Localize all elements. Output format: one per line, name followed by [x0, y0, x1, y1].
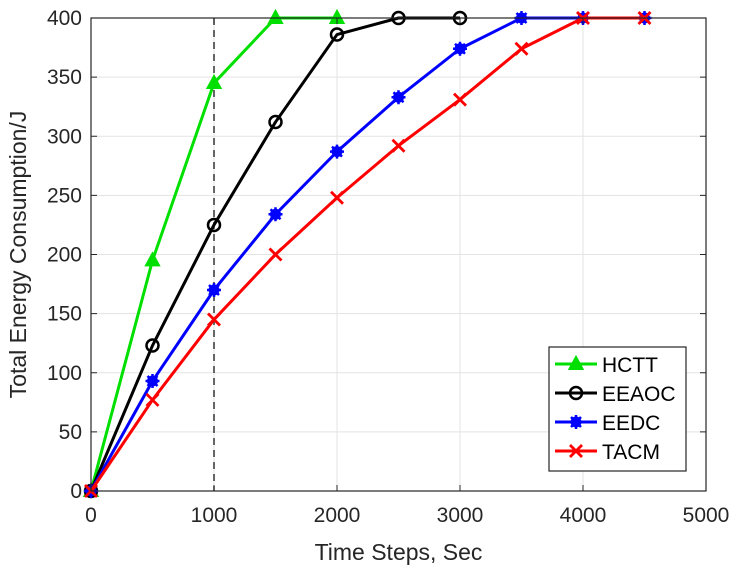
y-tick-label: 100 [47, 362, 82, 385]
asterisk-marker [145, 374, 160, 389]
x-marker [514, 41, 529, 56]
asterisk-marker [268, 207, 283, 222]
circle-marker [268, 114, 283, 130]
y-tick-label: 200 [47, 244, 82, 267]
triangle-marker [567, 354, 585, 370]
legend: HCTT EEAOC EEDC TACM [548, 346, 687, 472]
x-tick-label: 5000 [683, 504, 730, 527]
asterisk-marker [207, 282, 221, 297]
x-marker [207, 312, 221, 327]
legend-item-eeaoc: EEAOC [555, 383, 676, 406]
legend-label: TACM [602, 441, 660, 464]
legend-item-hctt: HCTT [555, 354, 658, 377]
x-marker [391, 138, 406, 153]
asterisk-marker [391, 90, 406, 105]
x-marker [268, 247, 283, 262]
x-axis-label: Time Steps, Sec [315, 539, 483, 565]
y-tick-label: 50 [59, 421, 82, 444]
y-tick-label: 0 [70, 480, 82, 503]
y-tick-label: 400 [47, 7, 82, 30]
x-marker [330, 190, 344, 205]
y-axis-label: Total Energy Consumption/J [5, 111, 31, 399]
triangle-marker [144, 251, 161, 267]
y-tick-label: 150 [47, 303, 82, 326]
axis-ticks: 0 1000 2000 3000 4000 5000 0 50 100 150 200 250 300 3… [47, 7, 729, 527]
circle-marker [329, 27, 345, 42]
legend-label: EEAOC [602, 383, 676, 406]
legend-item-tacm: TACM [555, 441, 660, 464]
y-tick-label: 350 [47, 66, 82, 89]
legend-item-eedc: EEDC [555, 412, 660, 435]
circle-marker [206, 217, 222, 233]
y-tick-label: 250 [47, 184, 82, 207]
asterisk-marker [569, 415, 583, 429]
legend-label: HCTT [602, 354, 658, 377]
circle-marker [568, 385, 584, 401]
x-marker [145, 392, 160, 407]
triangle-marker [267, 8, 284, 24]
x-tick-label: 3000 [437, 504, 484, 527]
x-tick-label: 2000 [314, 504, 361, 527]
triangle-marker [205, 73, 223, 90]
legend-label: EEDC [602, 412, 660, 435]
x-marker [569, 444, 583, 458]
x-tick-label: 0 [85, 504, 97, 527]
x-tick-label: 4000 [560, 504, 607, 527]
x-tick-label: 1000 [191, 504, 238, 527]
x-marker [453, 92, 467, 107]
circle-marker [145, 338, 160, 353]
asterisk-marker [453, 41, 467, 56]
y-tick-label: 300 [47, 125, 82, 148]
asterisk-marker [330, 144, 344, 159]
